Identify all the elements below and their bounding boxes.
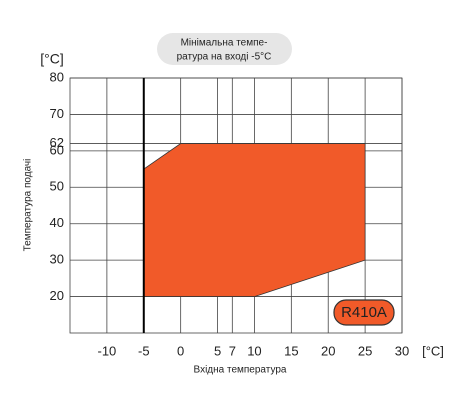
x-tick-label: 15 — [284, 343, 298, 358]
x-tick-label: 5 — [214, 343, 221, 358]
x-tick-label: 0 — [177, 343, 184, 358]
x-tick-label: 7 — [229, 343, 236, 358]
y-tick-label: 80 — [50, 69, 64, 84]
annotation: ратура на вході -5°C — [177, 52, 272, 63]
annotation: Мінімальна темпе- — [181, 38, 268, 49]
legend-label: R410A — [341, 304, 387, 321]
x-axis-title: Вхідна температура — [194, 365, 287, 376]
x-tick-label: 10 — [247, 343, 261, 358]
plot-frame — [69, 77, 403, 334]
y-tick-label: 62 — [50, 135, 64, 150]
annotation-box — [157, 33, 292, 65]
x-unit: [°C] — [422, 343, 444, 358]
y-axis-title: Температура подачі — [23, 159, 34, 252]
legend-badge — [333, 299, 395, 326]
x-tick-label: -10 — [97, 343, 116, 358]
y-tick-label: 20 — [50, 288, 64, 303]
y-tick-label: 30 — [50, 252, 64, 267]
envelope — [143, 143, 366, 297]
y-tick-label: 50 — [50, 179, 64, 194]
x-tick-label: 20 — [321, 343, 335, 358]
x-tick-label: -5 — [138, 343, 150, 358]
x-tick-label: 30 — [395, 343, 409, 358]
x-tick-label: 25 — [358, 343, 372, 358]
y-unit: [°C] — [40, 51, 64, 67]
y-tick-label: 60 — [50, 142, 64, 157]
y-tick-label: 40 — [50, 215, 64, 230]
y-tick-label: 70 — [50, 106, 64, 121]
